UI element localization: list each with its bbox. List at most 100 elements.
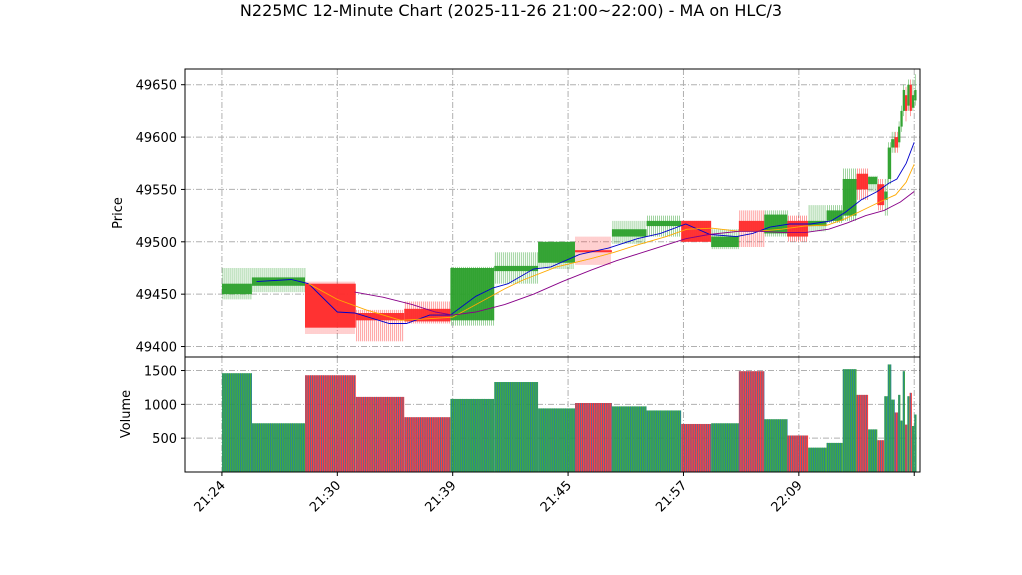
candle-body	[646, 220, 682, 227]
price-grid	[185, 69, 920, 357]
candle	[914, 74, 917, 106]
candle	[891, 131, 895, 153]
volume-bar-fill	[894, 412, 899, 472]
volume-axis-label: Volume	[119, 390, 134, 438]
volume-bar	[877, 440, 885, 472]
volume-bar-fill	[826, 442, 843, 472]
candle-body	[355, 313, 405, 321]
volume-bar-fill	[808, 447, 827, 472]
candle	[404, 301, 451, 324]
candle-body	[842, 178, 857, 216]
candle	[611, 220, 647, 244]
candle	[898, 121, 901, 148]
volume-bar	[738, 371, 765, 472]
volume-bar	[404, 417, 451, 472]
candle-body	[538, 241, 575, 263]
candle-body	[251, 277, 305, 286]
volume-bar	[575, 403, 612, 472]
volume-bar-fill	[251, 423, 305, 472]
candle-body	[911, 95, 915, 108]
candle	[909, 79, 912, 117]
volume-bar	[842, 369, 857, 472]
moving-average-line	[256, 142, 915, 324]
candle-body	[902, 89, 905, 111]
candle	[877, 178, 885, 211]
candle-body	[764, 214, 788, 234]
volume-bar	[909, 392, 912, 472]
candle-body	[681, 220, 712, 242]
volume-bar	[914, 414, 917, 472]
candle-body	[909, 84, 912, 111]
candle	[808, 205, 827, 232]
candle-body	[887, 147, 892, 179]
candle-body	[905, 95, 908, 111]
volume-tick-label: 1500	[144, 365, 177, 380]
chart-title: N225MC 12-Minute Chart (2025-11-26 21:00…	[240, 1, 782, 20]
volume-bar	[355, 396, 405, 472]
candle	[887, 142, 892, 185]
volume-bar	[891, 399, 895, 472]
volume-bar-fill	[450, 398, 495, 472]
candle-body	[898, 126, 901, 143]
candle	[856, 168, 869, 200]
candle	[538, 241, 575, 270]
candle	[355, 309, 405, 342]
volume-bar	[856, 394, 869, 472]
volume-tick-label: 500	[152, 432, 177, 447]
candle	[450, 266, 495, 326]
candle-body	[856, 173, 869, 190]
price-tick-label: 49550	[136, 183, 177, 198]
candle-body	[494, 265, 539, 272]
volume-bar	[221, 373, 252, 472]
candle	[911, 79, 915, 111]
volume-tick-label: 1000	[144, 398, 177, 413]
volume-bar-fill	[891, 399, 895, 472]
candle-body	[221, 283, 252, 295]
candle-body	[450, 267, 495, 321]
candle-body	[826, 210, 843, 221]
volume-bar	[450, 398, 495, 472]
volume-bar	[681, 423, 712, 472]
volume-bar	[764, 419, 788, 472]
volume-bar	[808, 447, 827, 472]
volume-bar	[611, 406, 647, 472]
volume-bar-fill	[738, 371, 765, 472]
volume-bar	[826, 442, 843, 472]
moving-average-line	[308, 164, 915, 321]
candle-body	[738, 220, 765, 232]
candle-body	[808, 220, 827, 227]
candle	[894, 131, 899, 153]
price-tick-label: 49400	[136, 341, 177, 356]
price-tick-label: 49600	[136, 131, 177, 146]
candle	[711, 229, 739, 250]
volume-bar	[887, 364, 892, 472]
volume-bar	[884, 396, 888, 472]
candle	[305, 281, 356, 334]
volume-bar	[900, 420, 903, 472]
candle	[868, 175, 878, 192]
candle-body	[868, 176, 878, 185]
moving-average-line	[354, 191, 915, 316]
price-axis-label: Price	[111, 197, 126, 229]
candle-body	[900, 110, 903, 127]
candle	[221, 267, 252, 300]
volume-bar	[894, 412, 899, 472]
volume-bar	[305, 375, 356, 472]
candle-body	[877, 184, 885, 206]
volume-bar	[898, 394, 901, 472]
candle	[738, 210, 765, 248]
volume-bars	[221, 364, 917, 472]
volume-bar-fill	[494, 382, 539, 472]
moving-average-lines	[256, 142, 915, 324]
price-y-axis: 49400 49450 49500 49550 49600 49650	[136, 79, 185, 356]
candle	[907, 79, 910, 111]
candle-body	[907, 84, 910, 106]
volume-bar	[902, 371, 905, 472]
volume-bar	[907, 396, 910, 472]
candle	[902, 84, 905, 117]
volume-y-axis: 500 1000 1500	[144, 365, 185, 447]
candle-body	[787, 220, 809, 237]
volume-bar	[905, 424, 908, 472]
